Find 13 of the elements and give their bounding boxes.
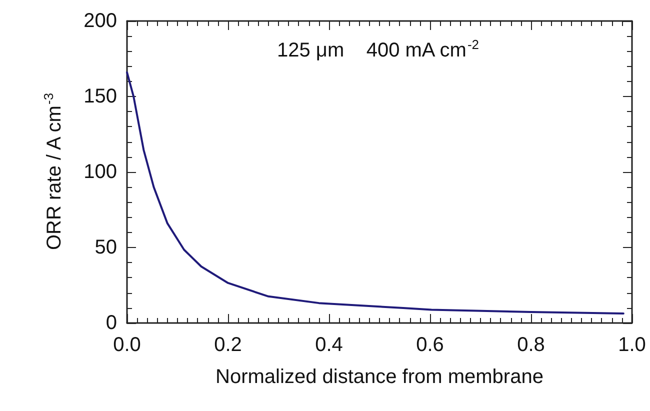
y-tick-label: 100 (84, 161, 117, 183)
x-tick-label: 0.2 (214, 334, 242, 356)
x-axis-title: Normalized distance from membrane (216, 366, 544, 388)
x-tick-label: 0.6 (416, 334, 444, 356)
y-tick-label: 0 (106, 312, 117, 334)
x-tick-label: 1.0 (618, 334, 646, 356)
y-tick-label: 200 (84, 10, 117, 32)
y-tick-label: 50 (94, 236, 117, 258)
x-tick-label: 0.4 (315, 334, 343, 356)
y-tick-label: 150 (84, 86, 117, 108)
x-tick-label: 0.8 (517, 334, 545, 356)
y-axis-title: ORR rate / A cm-3 (41, 92, 66, 250)
x-tick-label: 0.0 (113, 334, 141, 356)
